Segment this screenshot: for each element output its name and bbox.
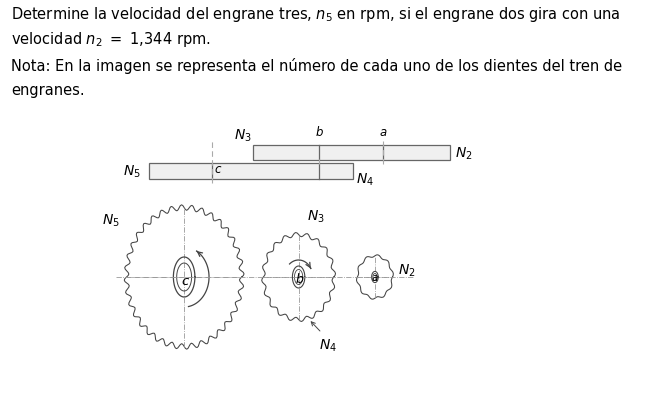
Text: $b$: $b$ [315,125,324,139]
Text: Nota: En la imagen se representa el número de cada uno de los dientes del tren d: Nota: En la imagen se representa el núme… [11,58,622,74]
Text: velocidad $n_2\ =$ 1,344 rpm.: velocidad $n_2\ =$ 1,344 rpm. [11,30,210,49]
Text: $b$: $b$ [295,271,304,285]
Text: $N_3$: $N_3$ [307,208,325,225]
Text: $c$: $c$ [214,163,222,175]
Text: $c$: $c$ [181,275,191,288]
Text: $N_2$: $N_2$ [398,262,416,279]
Polygon shape [253,146,449,161]
Text: $N_4$: $N_4$ [319,337,337,353]
Text: $N_3$: $N_3$ [235,127,252,144]
Text: $N_4$: $N_4$ [356,171,374,187]
Text: $N_2$: $N_2$ [455,145,473,161]
Polygon shape [149,164,353,180]
Text: engranes.: engranes. [11,83,84,98]
Text: Determine la velocidad del engrane tres, $n_5$ en rpm, si el engrane dos gira co: Determine la velocidad del engrane tres,… [11,5,620,24]
Text: $N_5$: $N_5$ [124,164,141,180]
Text: $a$: $a$ [371,272,379,282]
Text: $N_5$: $N_5$ [102,212,120,228]
Text: $a$: $a$ [379,126,388,139]
